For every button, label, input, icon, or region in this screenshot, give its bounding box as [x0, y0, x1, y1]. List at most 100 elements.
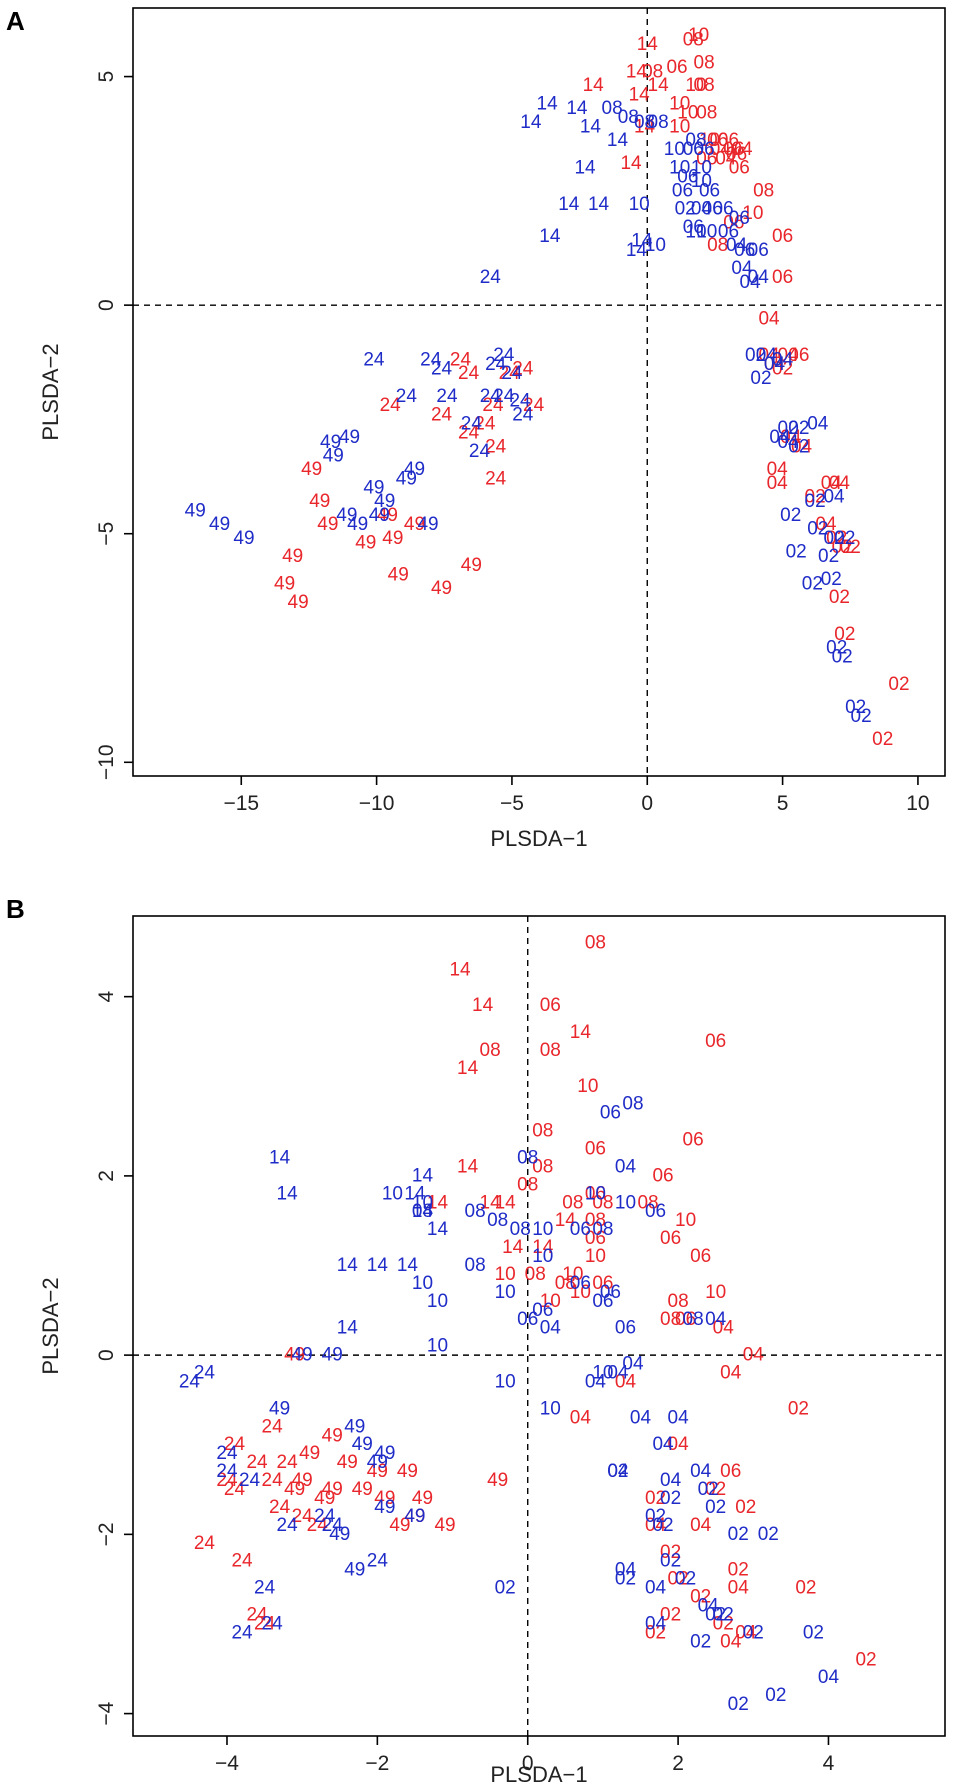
data-point-red: 10	[585, 1246, 606, 1267]
data-point-red: 08	[660, 1309, 681, 1330]
data-point-blue: 49	[233, 528, 254, 549]
data-point-blue: 49	[374, 491, 395, 512]
data-point-red: 04	[829, 473, 851, 494]
data-point-red: 06	[652, 1165, 673, 1186]
data-point-red: 10	[675, 1210, 696, 1231]
data-point-red: 04	[791, 436, 813, 457]
data-point-red: 24	[269, 1497, 291, 1518]
data-point-blue: 04	[607, 1363, 629, 1384]
data-point-blue: 02	[765, 1685, 786, 1706]
data-point-blue: 02	[818, 546, 839, 567]
data-point-blue: 24	[480, 386, 502, 407]
data-point-blue: 06	[645, 1201, 666, 1222]
data-point-blue: 02	[788, 436, 809, 457]
data-point-red: 14	[570, 1022, 592, 1043]
data-point-red: 04	[777, 345, 799, 366]
data-point-blue: 49	[336, 505, 357, 526]
data-point-blue: 24	[501, 363, 523, 384]
y-tick-label: −4	[95, 1701, 118, 1725]
data-point-red: 04	[715, 148, 737, 169]
data-point-blue: 10	[412, 1192, 433, 1213]
data-point-red: 02	[705, 1479, 726, 1500]
data-point-blue: 02	[786, 542, 807, 563]
data-point-red: 08	[585, 1210, 606, 1231]
data-point-blue: 24	[254, 1578, 276, 1599]
data-point-red: 14	[472, 995, 494, 1016]
data-point-red: 14	[626, 62, 648, 83]
x-axis-label: PLSDA−1	[490, 826, 587, 851]
data-point-red: 24	[485, 468, 507, 489]
data-point-blue: 02	[807, 519, 828, 540]
data-point-red: 08	[642, 62, 663, 83]
data-point-red: 08	[694, 52, 715, 73]
data-point-blue: 14	[520, 112, 542, 133]
data-point-blue: 08	[634, 112, 655, 133]
data-point-red: 14	[634, 116, 656, 137]
x-tick-label: −4	[215, 1752, 239, 1775]
data-point-blue: 10	[585, 1183, 606, 1204]
data-point-red: 10	[570, 1282, 591, 1303]
data-point-blue: 02	[675, 1569, 696, 1590]
data-point-red: 49	[404, 1506, 425, 1527]
data-point-blue: 02	[705, 1497, 726, 1518]
data-point-red: 04	[615, 1372, 637, 1393]
data-point-blue: 02	[758, 1524, 779, 1545]
data-point-blue: 02	[713, 1605, 734, 1626]
data-point-blue: 49	[185, 500, 206, 521]
y-axis-label: PLSDA−2	[38, 1277, 63, 1374]
data-point-red: 10	[677, 103, 698, 124]
data-point-blue: 06	[570, 1219, 591, 1240]
data-point-blue: 04	[615, 1560, 637, 1581]
data-point-blue: 49	[352, 1434, 373, 1455]
data-point-red: 14	[555, 1210, 577, 1231]
data-point-red: 49	[317, 514, 338, 535]
data-point-red: 49	[487, 1470, 508, 1491]
data-point-blue: 24	[485, 354, 507, 375]
data-point-red: 02	[826, 528, 847, 549]
data-point-red: 08	[540, 1040, 561, 1061]
data-point-red: 04	[743, 1345, 765, 1366]
x-tick-label: 0	[641, 792, 653, 815]
y-tick-label: 0	[95, 299, 118, 311]
data-point-blue: 02	[660, 1551, 681, 1572]
data-point-blue: 14	[427, 1219, 449, 1240]
data-point-blue: 49	[323, 446, 344, 467]
data-point-red: 08	[562, 1192, 583, 1213]
data-point-red: 14	[457, 1058, 479, 1079]
data-point-red: 08	[683, 30, 704, 51]
data-point-red: 06	[723, 139, 744, 160]
data-point-blue: 02	[645, 1506, 666, 1527]
data-point-blue: 14	[269, 1147, 291, 1168]
data-point-blue: 04	[607, 1461, 629, 1482]
data-point-red: 04	[767, 473, 789, 494]
data-point-red: 02	[728, 1560, 749, 1581]
data-point-blue: 08	[602, 98, 623, 119]
data-point-red: 49	[274, 574, 295, 595]
data-point-blue: 10	[615, 1192, 636, 1213]
data-point-blue: 02	[705, 1605, 726, 1626]
data-point-blue: 04	[772, 350, 794, 371]
data-point-red: 06	[683, 1130, 704, 1151]
data-point-red: 06	[696, 148, 717, 169]
x-tick-label: 10	[906, 792, 929, 815]
data-point-blue: 10	[691, 171, 712, 192]
data-point-red: 04	[764, 354, 786, 375]
data-point-blue: 02	[615, 1569, 636, 1590]
data-point-blue: 02	[698, 1479, 719, 1500]
data-point-blue: 02	[660, 1488, 681, 1509]
data-point-blue: 06	[734, 240, 755, 261]
data-point-blue: 06	[748, 240, 769, 261]
data-point-red: 49	[389, 1515, 410, 1536]
data-point-blue: 06	[615, 1318, 636, 1339]
data-point-red: 49	[431, 578, 452, 599]
data-point-blue: 24	[179, 1372, 201, 1393]
data-point-red: 49	[282, 546, 303, 567]
data-point-blue: 49	[374, 1443, 395, 1464]
data-point-blue: 02	[743, 1622, 764, 1643]
data-point-blue: 06	[712, 199, 733, 220]
data-point-red: 06	[772, 226, 793, 247]
data-point-blue: 04	[823, 487, 845, 508]
data-point-red: 14	[637, 34, 659, 55]
